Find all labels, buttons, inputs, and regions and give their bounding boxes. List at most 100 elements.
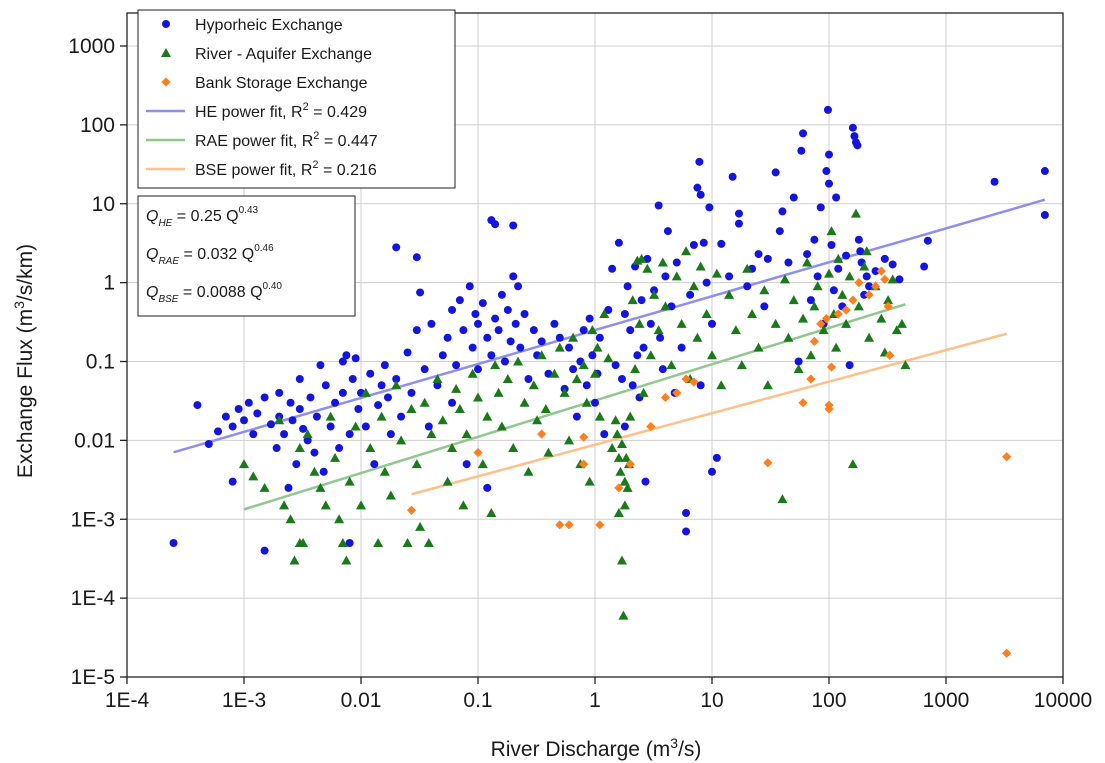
rae-point [853,301,864,311]
rae-point [701,309,712,319]
he-point [474,365,482,374]
he-point [520,310,529,319]
rae-point [649,289,660,299]
he-point [856,247,865,256]
rae-point [442,476,453,486]
he-point [244,398,253,407]
rae-point [594,411,605,421]
bse-point [854,278,864,288]
he-point [280,430,289,439]
legend-item: Hyporheic Exchange [162,17,343,34]
he-point [626,326,635,335]
rae-point [622,482,633,492]
he-point [193,401,202,410]
he-point [407,388,416,397]
he-point [295,374,304,383]
rae-point [627,295,638,305]
y-tick-label: 0.1 [86,351,115,374]
he-point [775,227,784,236]
rae-point [711,268,722,278]
he-point [702,278,711,287]
rae-point [437,415,448,425]
he-point [582,381,591,390]
he-point [829,286,838,295]
he-point [503,305,512,314]
rae-point [666,360,677,370]
rae-point [279,500,290,510]
rae-point [779,274,790,284]
he-point [825,179,833,188]
rae-point [564,435,575,445]
he-point [854,235,863,244]
rae-point [695,261,706,271]
rae-point [477,459,488,469]
rae-point [805,350,816,360]
rae-point [742,263,753,273]
he-point [572,412,581,421]
he-point [412,326,421,335]
he-point [760,302,769,311]
bse-point [885,350,895,360]
fit-equations-box: QHE = 0.25 Q0.43 QRAE = 0.032 Q0.46 QBSE =… [137,195,356,317]
rae-point [423,537,434,547]
y-tick-label: 1E-4 [71,587,116,610]
rae-point [645,350,656,360]
he-point [424,422,433,431]
rae-point [891,325,902,335]
he-point [509,272,518,281]
he-point [555,333,564,342]
he-point [871,267,880,276]
he-point [600,430,609,439]
rae-point [320,500,331,510]
he-point [699,238,708,247]
he-point [717,239,726,248]
he-point [544,369,553,378]
he-point [923,236,932,245]
he-point [319,467,328,476]
plot-frame [120,12,1064,684]
he-point [771,168,780,177]
he-point [588,351,597,360]
legend-label: HE power fit, R2 = 0.429 [195,101,367,121]
he-point [784,258,793,267]
x-tick-label: 100 [811,689,846,712]
rae-point [636,253,647,263]
he-point [392,374,401,383]
he-point [416,288,425,297]
rae-point [584,476,595,486]
he-point [682,527,691,536]
he-point [682,509,691,518]
rae-point [657,257,668,267]
he-point [383,393,392,402]
he-point [658,365,667,374]
rae-point [618,610,629,620]
rae-point [833,253,844,263]
he-point [696,190,705,199]
legend-item: RAE power fit, R2 = 0.447 [146,130,378,150]
he-point [266,420,275,429]
he-point [228,477,237,486]
fit-equation: QRAE = 0.032 Q0.46 [146,243,274,267]
rae-point [536,350,547,360]
he-point [623,282,632,291]
he-point [524,374,533,383]
rae-point [762,380,773,390]
x-tick-label: 1000 [923,689,970,712]
rae-point [325,411,336,421]
rae-point [831,342,842,352]
rae-point [802,257,813,267]
rae-point [730,325,741,335]
rae-point [844,271,855,281]
he-point [822,167,831,176]
rae-point [302,429,313,439]
he-point [260,546,269,555]
bse-point [579,459,589,469]
he-point [234,404,243,413]
he-point [306,393,315,402]
he-point [763,254,772,263]
rae-point [337,537,348,547]
rae-point [625,411,636,421]
he-point [516,343,525,352]
he-point [471,310,480,319]
rae-point [736,360,747,370]
